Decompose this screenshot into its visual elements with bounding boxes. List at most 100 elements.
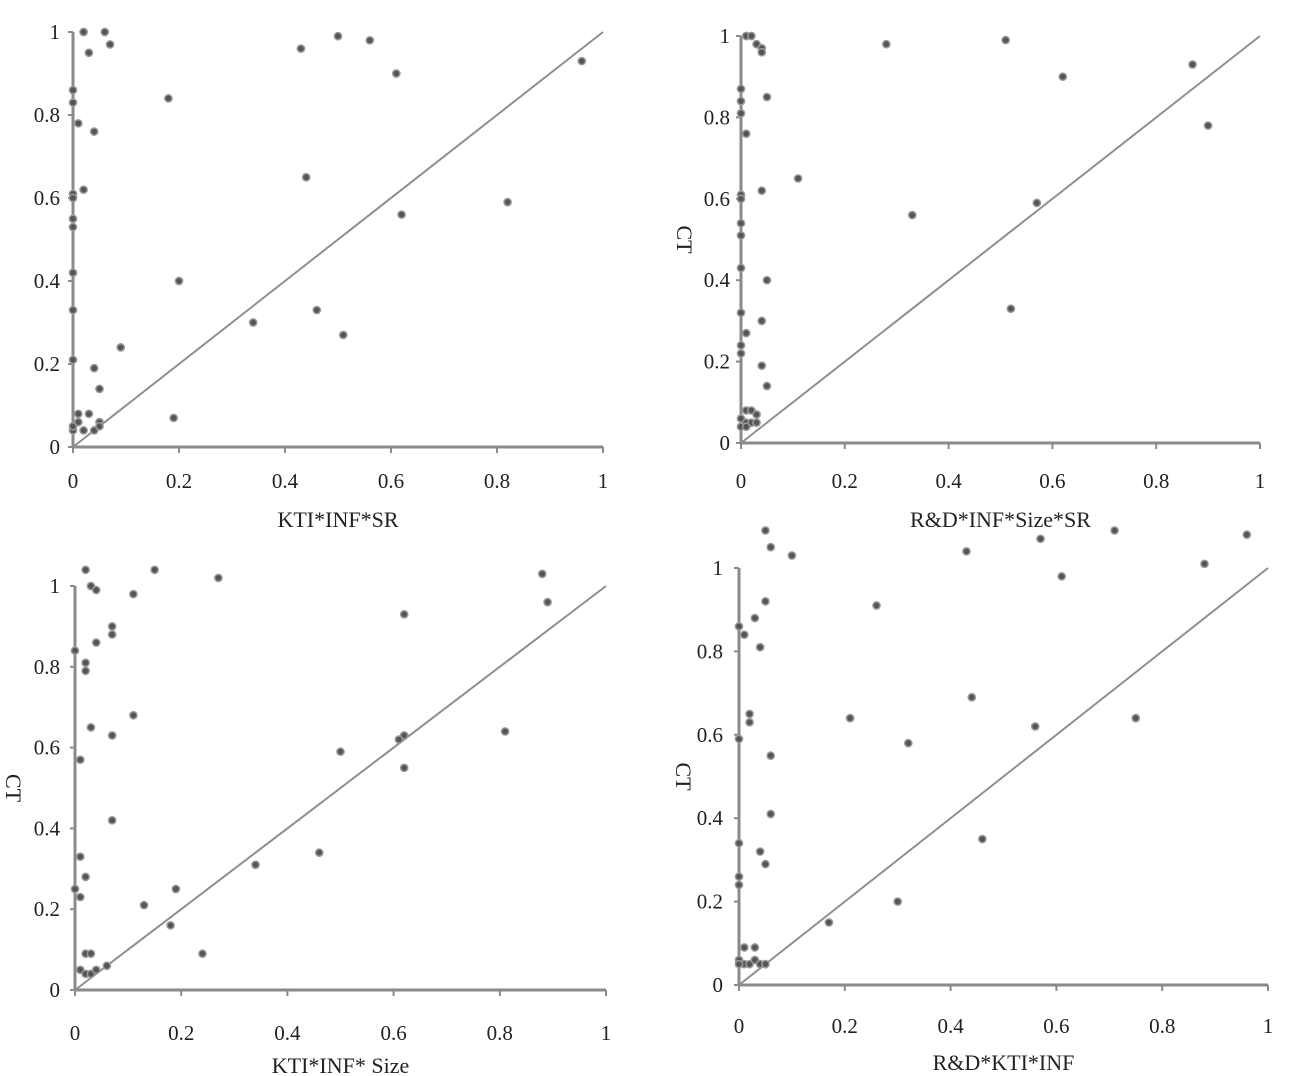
x-tick-label: 0.2 [166, 469, 192, 493]
data-point [84, 409, 94, 419]
scatter-panel-2: 0 0.2 0.4 0.6 0.8 1 0 0.2 0.4 0.6 0.8 1 R&D*INF*Size… [672, 24, 1265, 532]
x-tick-label: 0.4 [937, 1014, 964, 1038]
data-point [903, 738, 913, 748]
data-point [129, 710, 138, 720]
x-tick-label: 1 [598, 469, 609, 493]
data-point [734, 880, 744, 890]
data-point [734, 872, 744, 881]
data-point [70, 646, 80, 655]
data-point [907, 210, 917, 220]
data-point [1036, 534, 1045, 544]
data-point [750, 943, 760, 952]
data-point [129, 589, 138, 599]
data-point [79, 426, 88, 435]
data-point [91, 638, 101, 647]
data-point [793, 174, 803, 183]
scatter-panel-1: 0 0.2 0.4 0.6 0.8 1 0 0.2 0.4 0.6 0.8 1 KTI*INF*SR [34, 20, 609, 532]
data-point [739, 943, 749, 952]
y-tick-label: 0 [50, 435, 61, 459]
y-tick-label: 0.6 [704, 187, 730, 211]
data-point [81, 565, 90, 575]
data-point [752, 418, 761, 427]
data-point [399, 763, 409, 773]
x-axis-label: KTI*INF*SR [277, 507, 398, 532]
x-tick-label: 0.6 [1043, 1014, 1069, 1038]
y-tick-label: 0.4 [34, 816, 61, 840]
x-tick-label: 0.2 [832, 1014, 858, 1038]
data-point [757, 186, 767, 196]
data-point [70, 884, 80, 894]
data-point [824, 918, 834, 927]
data-point [762, 92, 772, 102]
data-point [68, 214, 78, 224]
data-point [79, 185, 88, 195]
data-point [747, 31, 756, 41]
data-point [787, 551, 797, 560]
y-tick-label: 1 [720, 24, 731, 48]
x-tick-label: 0.2 [168, 1021, 194, 1045]
data-point [745, 717, 754, 727]
x-tick-label: 0 [734, 1014, 745, 1038]
data-point [86, 949, 96, 958]
x-tick-label: 0 [736, 469, 747, 493]
data-point [116, 343, 126, 352]
data-point [164, 94, 173, 103]
y-axis-label: CT [671, 762, 696, 791]
data-point [734, 622, 744, 631]
data-point [577, 56, 587, 66]
data-point [761, 526, 770, 535]
data-point [736, 308, 746, 318]
data-point [739, 630, 749, 640]
data-point [736, 349, 746, 358]
data-point [251, 860, 260, 870]
data-point [750, 613, 760, 623]
y-tick-label: 0.4 [34, 269, 61, 293]
data-point [741, 422, 751, 432]
data-point [81, 666, 90, 676]
x-tick-label: 0.8 [1143, 469, 1169, 493]
x-tick-label: 0.4 [274, 1021, 301, 1045]
data-point [365, 35, 375, 45]
data-point [105, 40, 115, 49]
data-point [734, 959, 744, 969]
data-point [107, 815, 117, 825]
data-point [314, 848, 324, 857]
data-point [336, 747, 345, 756]
reference-line [740, 35, 1261, 444]
data-point [845, 713, 855, 723]
data-point [734, 734, 744, 744]
y-tick-label: 0.8 [34, 103, 60, 127]
data-point [755, 847, 765, 856]
data-point [1188, 60, 1197, 69]
x-tick-label: 0.8 [1149, 1014, 1175, 1038]
data-point [68, 305, 78, 315]
data-point [68, 222, 78, 232]
x-axis-label: KTI*INF* Size [272, 1053, 409, 1076]
x-tick-label: 0.4 [272, 469, 299, 493]
data-point [89, 127, 99, 136]
y-tick-label: 0.2 [34, 897, 60, 921]
data-point [1110, 526, 1119, 535]
y-tick-label: 0.2 [704, 350, 730, 374]
data-point [107, 622, 117, 631]
data-point [736, 340, 746, 350]
x-tick-label: 0 [70, 1021, 81, 1045]
data-point [977, 834, 987, 844]
data-point [81, 872, 90, 882]
x-tick-label: 0.8 [487, 1021, 513, 1045]
data-point [91, 585, 101, 595]
x-tick-label: 1 [1255, 469, 1266, 493]
data-point [1057, 571, 1067, 581]
x-tick-label: 0.6 [380, 1021, 406, 1045]
y-axis-label: CT [672, 225, 697, 254]
data-point [73, 417, 83, 427]
data-point [755, 642, 765, 652]
data-point [73, 118, 83, 128]
data-point [543, 597, 552, 607]
data-point [1006, 304, 1016, 314]
data-point [736, 84, 746, 94]
x-tick-label: 0 [68, 469, 79, 493]
data-point [214, 573, 223, 583]
y-tick-label: 0.6 [34, 186, 60, 210]
